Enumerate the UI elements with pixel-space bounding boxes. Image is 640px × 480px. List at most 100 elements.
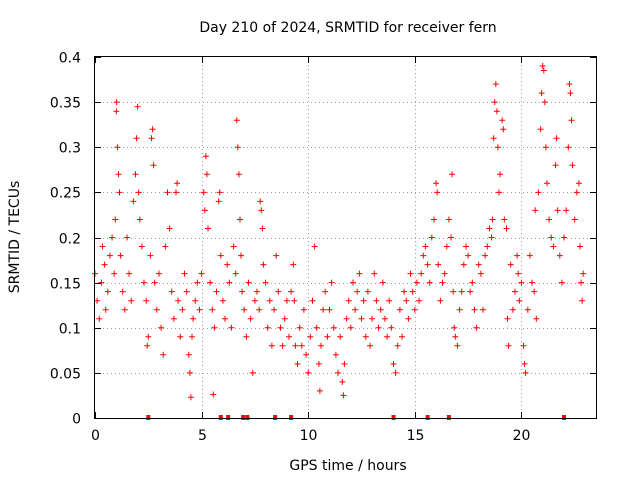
data-points <box>92 63 587 401</box>
data-point <box>332 351 339 358</box>
data-point <box>238 252 244 259</box>
data-point <box>119 288 126 295</box>
data-point <box>153 306 160 313</box>
data-point <box>149 126 156 133</box>
data-point <box>577 243 583 250</box>
data-point <box>454 342 461 349</box>
data-point <box>168 288 175 295</box>
data-point <box>540 67 547 74</box>
data-point <box>526 252 533 259</box>
data-point <box>544 180 550 187</box>
data-point <box>532 207 539 214</box>
data-point <box>217 252 224 259</box>
data-point <box>94 297 101 304</box>
data-point <box>151 279 158 286</box>
data-point <box>561 234 567 241</box>
data-point <box>571 216 578 223</box>
data-point <box>518 279 525 286</box>
data-point <box>533 315 540 322</box>
data-point <box>448 234 454 241</box>
data-point <box>257 198 264 205</box>
data-point <box>379 279 386 286</box>
data-point <box>147 252 154 259</box>
data-point <box>194 279 201 286</box>
data-point <box>548 234 555 241</box>
y-tick-label: 0.35 <box>50 96 81 112</box>
data-point <box>258 207 265 214</box>
y-tick-label: 0 <box>72 412 81 428</box>
data-point <box>505 342 512 349</box>
data-point <box>179 306 186 313</box>
data-point <box>556 252 563 259</box>
data-point <box>497 171 504 178</box>
data-point <box>245 279 252 286</box>
data-point <box>371 270 378 277</box>
data-point <box>113 108 120 115</box>
data-point <box>102 306 109 313</box>
data-point <box>553 135 560 142</box>
zero-marker <box>446 415 451 420</box>
data-point <box>279 342 286 349</box>
data-point <box>491 99 498 106</box>
data-point <box>341 360 348 367</box>
data-point <box>515 270 522 277</box>
data-point <box>566 81 573 88</box>
data-point <box>563 207 570 214</box>
data-point <box>260 261 267 268</box>
data-point <box>473 324 480 331</box>
data-point <box>411 306 418 313</box>
data-point <box>424 261 431 268</box>
data-point <box>234 144 241 151</box>
data-point <box>413 279 420 286</box>
data-point <box>500 126 507 133</box>
zero-marker <box>245 415 250 420</box>
data-point <box>499 117 506 124</box>
data-point <box>375 324 382 331</box>
data-point <box>177 333 184 340</box>
zero-marker <box>273 415 278 420</box>
data-point <box>210 391 217 398</box>
data-point <box>347 324 354 331</box>
x-tick-label: 10 <box>300 428 318 444</box>
x-tick-label: 15 <box>407 428 425 444</box>
data-point <box>104 288 111 295</box>
y-tick-label: 0.1 <box>59 322 81 338</box>
data-point <box>254 288 260 295</box>
data-point <box>463 243 469 250</box>
data-point <box>568 117 575 124</box>
data-point <box>288 288 295 295</box>
data-point <box>484 243 491 250</box>
data-point <box>150 162 157 169</box>
data-point <box>328 279 335 286</box>
data-point <box>471 306 478 313</box>
data-point <box>298 342 305 349</box>
data-point <box>134 103 141 110</box>
data-point <box>148 135 155 142</box>
data-point <box>200 189 207 196</box>
data-point <box>441 270 448 277</box>
data-point <box>392 369 399 376</box>
data-point <box>166 225 173 232</box>
data-point <box>558 279 565 286</box>
data-point <box>578 279 585 286</box>
data-point <box>186 369 193 376</box>
data-point <box>230 243 237 250</box>
data-point <box>407 270 414 277</box>
data-point <box>469 279 476 286</box>
data-point <box>290 261 297 268</box>
data-point <box>259 225 266 232</box>
data-point <box>350 279 356 286</box>
data-point <box>158 324 165 331</box>
data-point <box>144 342 151 349</box>
data-point <box>320 306 327 313</box>
data-point <box>203 171 210 178</box>
data-point <box>117 252 124 259</box>
data-point <box>428 234 435 241</box>
data-point <box>133 135 140 142</box>
data-point <box>126 270 133 277</box>
data-point <box>420 252 427 259</box>
data-point <box>296 324 303 331</box>
data-point <box>205 225 211 232</box>
